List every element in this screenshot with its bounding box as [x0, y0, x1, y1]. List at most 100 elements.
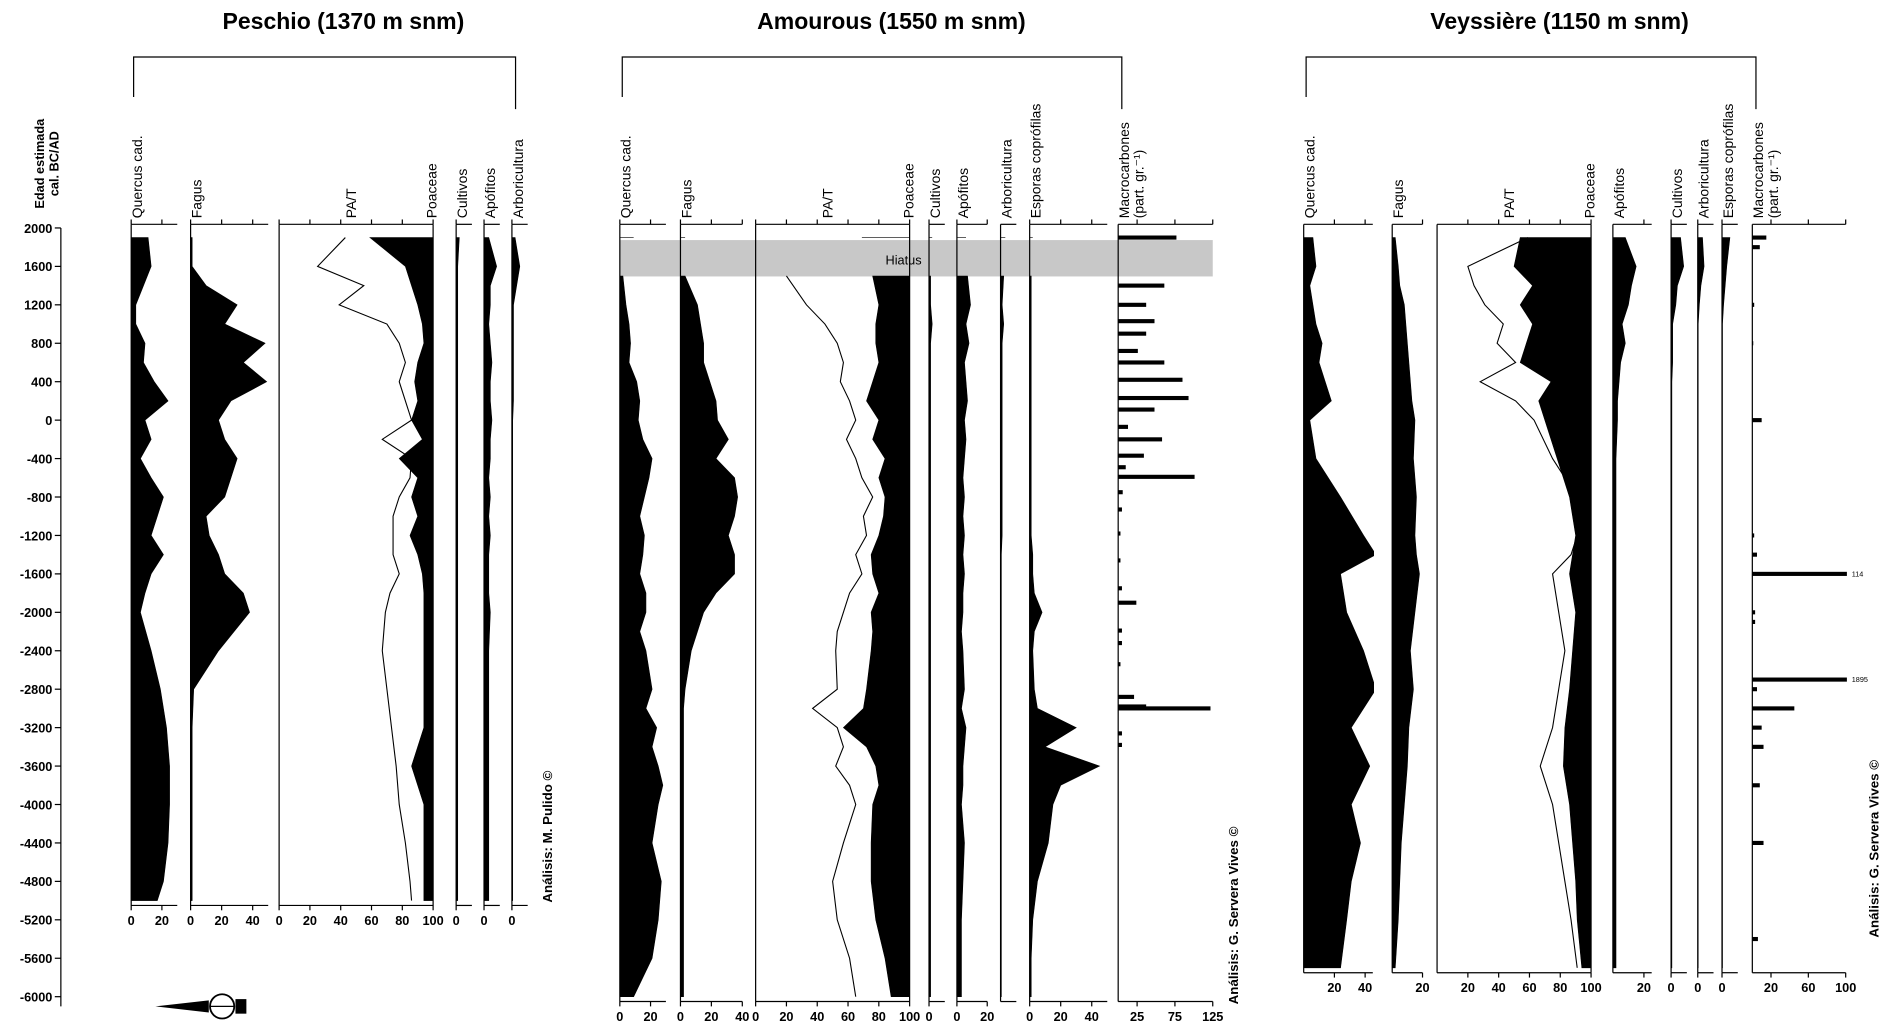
series-name: Arboricultura — [998, 139, 1014, 218]
series-name: Poaceae — [1582, 163, 1598, 218]
series-name: Fagus — [678, 179, 694, 218]
x-tick-label: 80 — [872, 1009, 886, 1024]
x-tick-label: 80 — [1553, 980, 1567, 995]
value-label: 1895 — [1852, 675, 1868, 684]
series-name: Cultivos — [1669, 169, 1685, 219]
bar — [1118, 628, 1122, 633]
hiatus-label: Hiatus — [886, 252, 922, 267]
x-tick-label: 80 — [395, 913, 409, 928]
x-tick-label: 0 — [508, 913, 515, 928]
area — [619, 237, 664, 997]
x-tick-label: 0 — [1694, 980, 1701, 995]
x-tick-label: 0 — [953, 1009, 960, 1024]
bar — [1752, 418, 1762, 423]
area — [1029, 237, 1101, 997]
x-tick-label: 20 — [980, 1009, 994, 1024]
bar — [1118, 302, 1147, 307]
bar — [1752, 744, 1764, 749]
x-tick-label: 0 — [925, 1009, 932, 1024]
bar — [1118, 437, 1163, 442]
bar — [1118, 662, 1121, 667]
area — [928, 237, 933, 997]
series-name: Fagus — [189, 179, 205, 218]
compass-arrow — [155, 1000, 209, 1013]
series-name: Fagus — [1390, 179, 1406, 218]
x-tick-label: 0 — [453, 913, 460, 928]
bar — [1752, 677, 1847, 682]
y-tick-label: -2000 — [20, 605, 53, 620]
bar — [1752, 706, 1795, 711]
series-name: PA/T — [1501, 188, 1517, 218]
credit: Análisis: G. Servera Vives © — [1866, 760, 1881, 938]
area — [1303, 237, 1375, 969]
y-tick-label: -4400 — [20, 836, 53, 851]
y-tick-label: 800 — [31, 336, 52, 351]
bar — [1118, 407, 1155, 412]
x-tick-label: 0 — [480, 913, 487, 928]
compass-tail — [235, 999, 247, 1014]
bar — [1118, 731, 1122, 736]
line — [316, 237, 413, 901]
series-name: Quercus cad. — [129, 135, 145, 218]
y-tick-label: -3200 — [20, 720, 53, 735]
x-tick-label: 40 — [1492, 980, 1506, 995]
series-name: Arboricultura — [510, 139, 526, 218]
x-tick-label: 100 — [1835, 980, 1856, 995]
y-tick-label: -1600 — [20, 567, 53, 582]
series-name: Macrocarbones — [1750, 122, 1766, 218]
bar — [1752, 619, 1756, 624]
bar — [1118, 507, 1122, 512]
series-unit: (part. gr.⁻¹) — [1765, 150, 1781, 219]
bar — [1118, 641, 1122, 646]
x-tick-label: 0 — [1668, 980, 1675, 995]
value-label: 114 — [1852, 569, 1864, 578]
bar — [1752, 571, 1847, 576]
x-tick-label: 40 — [334, 913, 348, 928]
series-name: Quercus cad. — [1302, 135, 1318, 218]
x-tick-label: 20 — [1415, 980, 1429, 995]
bar — [1752, 936, 1758, 942]
bar — [1118, 377, 1183, 382]
x-tick-label: 100 — [1580, 980, 1601, 995]
bar — [1118, 600, 1137, 605]
x-tick-label: 75 — [1168, 1009, 1182, 1024]
bar — [1752, 245, 1760, 250]
x-tick-label: 40 — [735, 1009, 749, 1024]
chart-title: Peschio (1370 m snm) — [222, 8, 464, 34]
x-tick-label: 40 — [1358, 980, 1372, 995]
bar — [1118, 319, 1155, 324]
x-tick-label: 40 — [810, 1009, 824, 1024]
x-tick-label: 0 — [677, 1009, 684, 1024]
y-axis-label: Edad estimada — [32, 118, 47, 209]
chart-title: Amourous (1550 m snm) — [757, 8, 1026, 34]
x-tick-label: 60 — [1801, 980, 1815, 995]
x-tick-label: 20 — [303, 913, 317, 928]
bar — [1752, 610, 1756, 615]
area — [1000, 237, 1006, 997]
bar — [1752, 783, 1760, 788]
series-name: PA/T — [343, 188, 359, 218]
hiatus-band — [619, 240, 1213, 277]
x-tick-label: 0 — [276, 913, 283, 928]
area — [369, 237, 434, 901]
x-tick-label: 0 — [1718, 980, 1725, 995]
compass — [155, 993, 247, 1020]
area — [455, 237, 460, 901]
y-tick-label: -2800 — [20, 682, 53, 697]
bar — [1118, 742, 1122, 747]
area — [956, 237, 971, 997]
bar — [1118, 348, 1138, 354]
x-tick-label: 60 — [364, 913, 378, 928]
credit: Análisis: M. Pulido © — [540, 770, 555, 902]
x-tick-label: 20 — [1637, 980, 1651, 995]
x-tick-label: 0 — [752, 1009, 759, 1024]
series-unit: (part. gr.⁻¹) — [1131, 150, 1147, 219]
y-axis-label: cal. BC/AD — [46, 131, 61, 196]
x-tick-label: 20 — [704, 1009, 718, 1024]
bar — [1118, 465, 1126, 470]
bar — [1118, 453, 1144, 458]
area — [190, 237, 268, 901]
x-tick-label: 0 — [616, 1009, 623, 1024]
y-tick-label: -2400 — [20, 644, 53, 659]
